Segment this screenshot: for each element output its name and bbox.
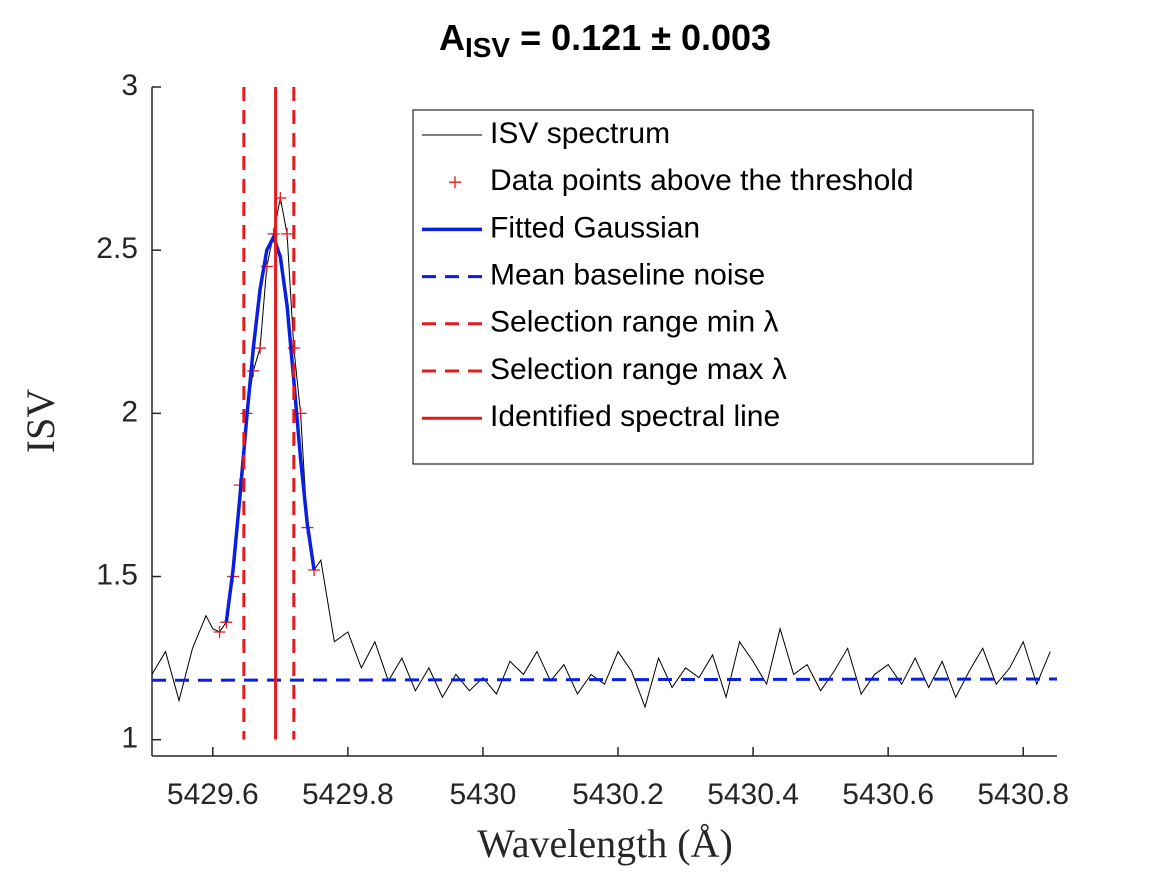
- data-marker: [254, 342, 267, 355]
- legend-label: Data points above the threshold: [490, 164, 914, 197]
- data-marker: [281, 227, 294, 240]
- legend-label: Fitted Gaussian: [490, 211, 700, 244]
- y-axis-label: ISV: [18, 389, 63, 454]
- series-line: [151, 677, 1058, 682]
- legend-marker: [449, 176, 461, 189]
- x-tick-label: 5430: [450, 778, 517, 811]
- title-main: A: [439, 17, 465, 58]
- y-tick-label: 1: [121, 722, 138, 755]
- chart-title: AISV = 0.121 ± 0.003: [439, 17, 771, 64]
- legend-box: [412, 109, 1034, 465]
- legend-label: Identified spectral line: [490, 400, 780, 433]
- series-line: [224, 232, 316, 623]
- x-tick-label: 5430.8: [977, 778, 1069, 811]
- x-axis-label: Wavelength (Å): [477, 821, 733, 866]
- series-line: [151, 197, 1051, 709]
- legend-label: Selection range min λ: [490, 306, 779, 339]
- x-tick-label: 5429.6: [167, 778, 259, 811]
- data-marker: [247, 364, 260, 377]
- legend-label: ISV spectrum: [490, 117, 670, 150]
- y-tick-label: 1.5: [96, 558, 138, 591]
- legend-label: Mean baseline noise: [490, 259, 765, 292]
- y-tick-label: 2.5: [96, 232, 138, 265]
- legend: ISV spectrum Data points above the thresh…: [412, 109, 1034, 465]
- x-tick-label: 5430.4: [707, 778, 799, 811]
- title-rest: = 0.121 ± 0.003: [510, 17, 771, 58]
- title-subscript: ISV: [465, 32, 510, 63]
- x-tick-label: 5430.2: [572, 778, 664, 811]
- x-tick-label: 5430.6: [842, 778, 934, 811]
- data-marker: [213, 625, 226, 638]
- legend-label: Selection range max λ: [490, 353, 787, 386]
- x-tick-label: 5429.8: [302, 778, 394, 811]
- y-tick-label: 2: [121, 395, 138, 428]
- y-tick-label: 3: [121, 69, 138, 102]
